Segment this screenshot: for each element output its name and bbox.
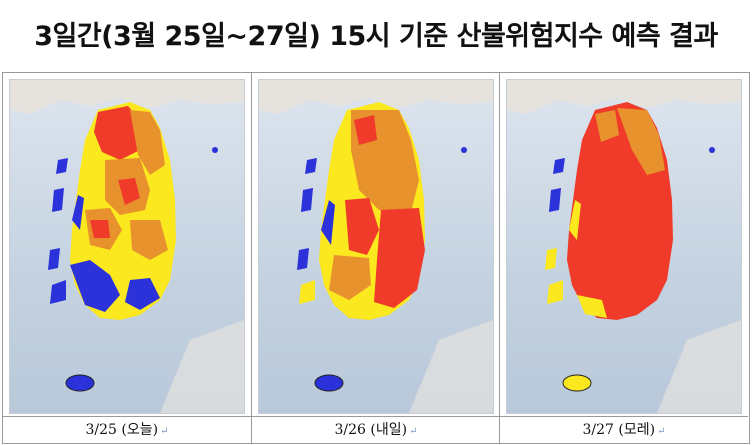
- return-mark: ↵: [160, 426, 169, 437]
- caption-day-after: 3/27 (모레) ↵: [500, 416, 748, 443]
- caption-tomorrow: 3/26 (내일) ↵: [252, 416, 500, 443]
- caption-text: 3/25 (오늘): [85, 422, 159, 438]
- korea-peninsula-map: [319, 102, 425, 320]
- korea-peninsula-map: [70, 102, 176, 320]
- forecast-panel-today: 3/25 (오늘) ↵: [3, 73, 251, 443]
- caption-today: 3/25 (오늘) ↵: [3, 416, 251, 443]
- page-title: 3일간(3월 25일~27일) 15시 기준 산불위험지수 예측 결과: [34, 21, 718, 52]
- forecast-panels: 3/25 (오늘) ↵: [2, 72, 750, 444]
- return-mark: ↵: [409, 426, 418, 437]
- risk-map-today: [9, 79, 245, 414]
- caption-text: 3/26 (내일): [334, 422, 408, 438]
- risk-map-tomorrow: [258, 79, 494, 414]
- korea-peninsula-map: [567, 102, 673, 320]
- forecast-panel-tomorrow: 3/26 (내일) ↵: [251, 73, 500, 443]
- return-mark: ↵: [657, 426, 666, 437]
- caption-text: 3/27 (모레): [582, 422, 656, 438]
- forecast-panel-day-after: 3/27 (모레) ↵: [499, 73, 748, 443]
- risk-map-day-after: [506, 79, 742, 414]
